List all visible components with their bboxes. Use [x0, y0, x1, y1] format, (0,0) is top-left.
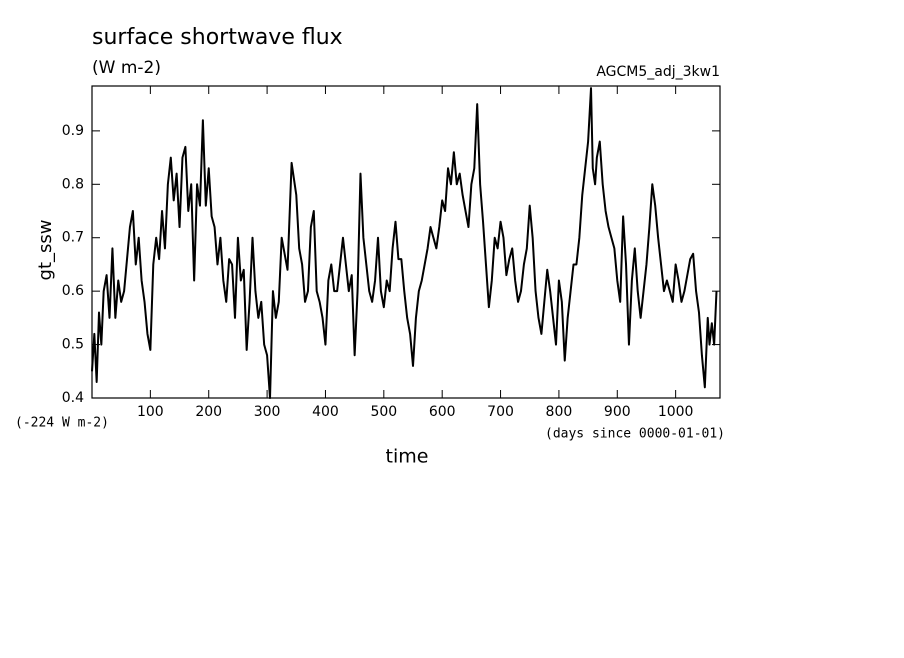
y-tick-label: 0.4: [62, 390, 84, 406]
x-tick-label: 900: [604, 404, 631, 420]
y-axis-label: gt_ssw: [35, 220, 56, 281]
x-tick-label: 700: [487, 404, 514, 420]
chart-subtitle: (W m-2): [92, 58, 161, 78]
y-tick-label: 0.8: [62, 176, 84, 192]
x-tick-label: 1000: [658, 404, 694, 420]
x-tick-label: 600: [429, 404, 456, 420]
y-tick-label: 0.7: [62, 230, 84, 246]
data-line: [91, 87, 718, 399]
y-tick-label: 0.6: [62, 283, 84, 299]
x-tick-label: 300: [254, 404, 281, 420]
y-offset-note: (-224 W m-2): [15, 416, 109, 431]
x-tick-label: 400: [312, 404, 339, 420]
y-tick-label: 0.9: [62, 123, 84, 139]
x-axis-label: time: [386, 446, 429, 468]
x-tick-label: 500: [370, 404, 397, 420]
plot-frame: [91, 85, 721, 399]
x-tick-label: 100: [137, 404, 164, 420]
y-tick-label: 0.5: [62, 337, 84, 353]
annotation: AGCM5_adj_3kw1: [596, 64, 720, 80]
x-unit-note: (days since 0000-01-01): [545, 427, 725, 442]
x-tick-label: 800: [546, 404, 573, 420]
x-tick-label: 200: [195, 404, 222, 420]
chart-title: surface shortwave flux: [92, 25, 343, 50]
